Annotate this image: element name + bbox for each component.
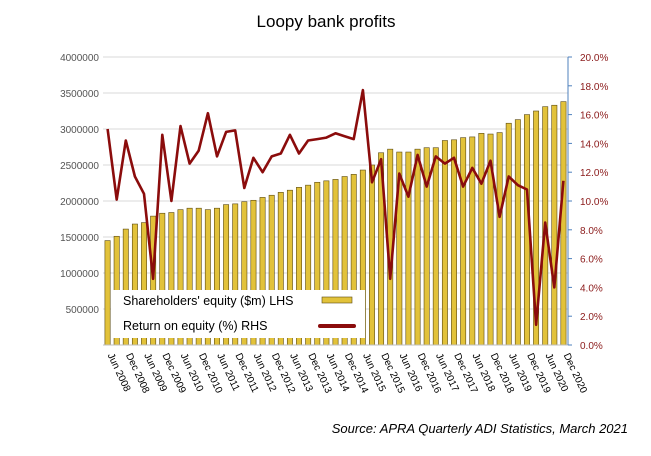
left-tick-label: 3500000 [60, 89, 99, 100]
right-tick-label: 6.0% [580, 255, 603, 266]
legend-label-equity: Shareholders' equity ($m) LHS [123, 294, 294, 308]
right-tick-label: 4.0% [580, 283, 603, 294]
equity-bar [560, 101, 567, 346]
equity-bar [514, 119, 521, 346]
roe-line-group [106, 88, 565, 327]
equity-bar [369, 164, 375, 346]
equity-bar [432, 147, 439, 346]
legend-swatch-equity [321, 296, 353, 304]
legend: Shareholders' equity ($m) LHS Return on e… [111, 290, 365, 338]
right-tick-label: 20.0% [580, 53, 608, 64]
left-tick-label: 4000000 [60, 53, 99, 64]
legend-label-roe: Return on equity (%) RHS [123, 319, 268, 333]
left-tick-label: 1000000 [60, 269, 99, 280]
right-tick-label: 10.0% [580, 197, 608, 208]
right-tick-label: 16.0% [580, 111, 608, 122]
equity-bar [478, 133, 485, 346]
right-axis-tick-labels: 0.0% 2.0% 4.0% 6.0% 8.0% 10.0% 12.0% 14.0% 16.0%… [568, 53, 608, 352]
right-tick-label: 12.0% [580, 168, 608, 179]
equity-bar [496, 132, 503, 346]
equity-bar [460, 137, 467, 346]
chart-title: Loopy bank profits [257, 12, 396, 31]
right-tick-label: 18.0% [580, 82, 608, 93]
equity-bar [405, 151, 412, 346]
source-note: Source: APRA Quarterly ADI Statistics, M… [332, 421, 628, 436]
left-tick-label: 500000 [66, 305, 100, 316]
equity-bar [551, 104, 558, 346]
equity-bar [441, 140, 448, 346]
left-tick-label: 3000000 [60, 125, 99, 136]
right-tick-label: 8.0% [580, 226, 603, 237]
right-tick-label: 0.0% [580, 341, 603, 352]
equity-bar [451, 139, 457, 346]
left-tick-label: 2000000 [60, 197, 99, 208]
equity-bar [104, 240, 111, 346]
right-tick-label: 2.0% [580, 312, 603, 323]
equity-bar [505, 122, 512, 346]
right-tick-label: 14.0% [580, 139, 608, 150]
left-axis-tick-labels: 500000 1000000 1500000 2000000 2500000 300000… [60, 53, 99, 316]
left-tick-label: 2500000 [60, 161, 99, 172]
left-tick-label: 1500000 [60, 233, 99, 244]
equity-bar [414, 148, 421, 346]
